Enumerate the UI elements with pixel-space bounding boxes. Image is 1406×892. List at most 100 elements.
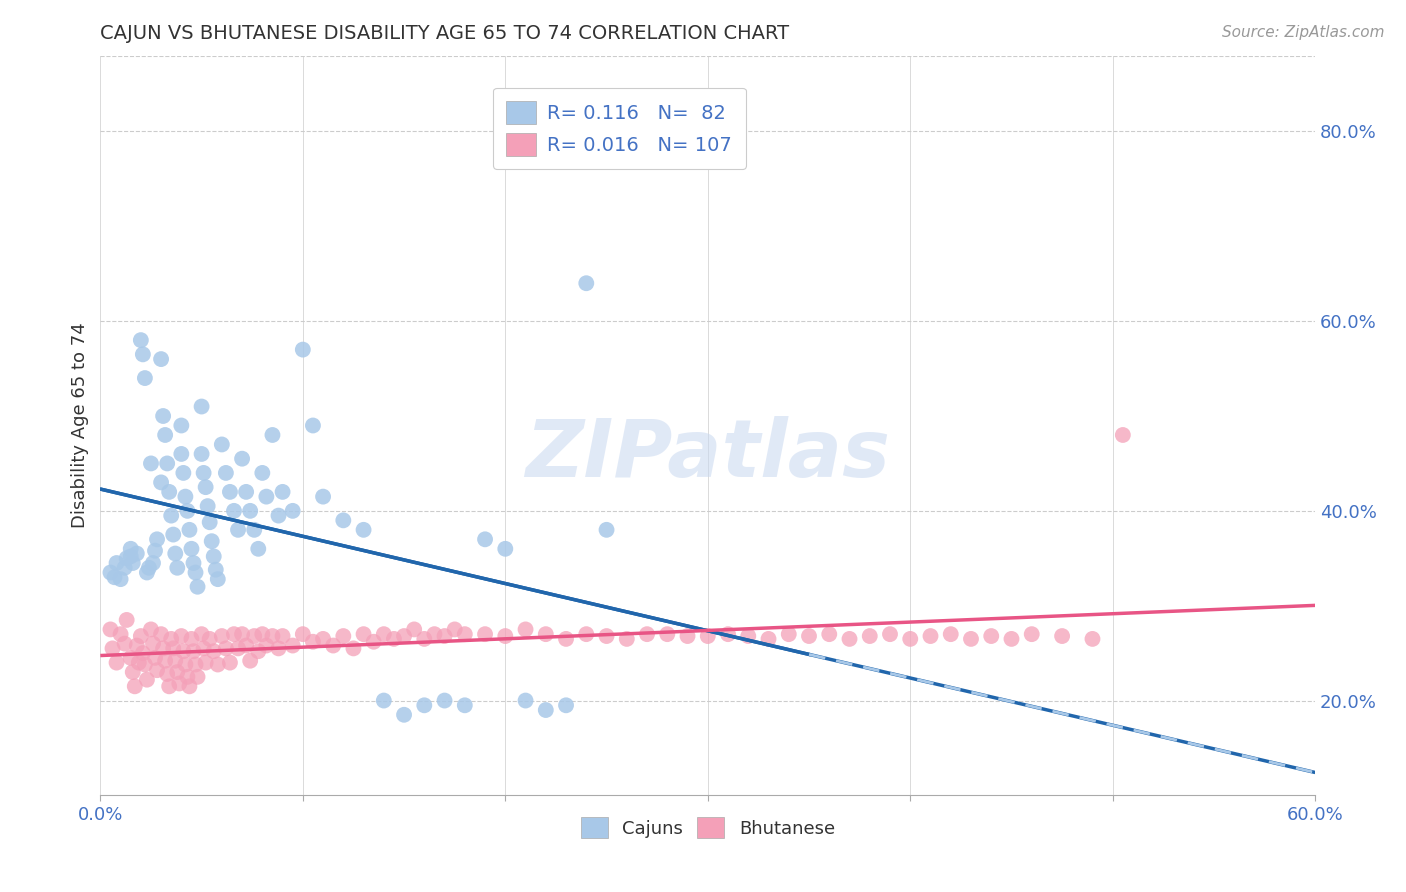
Point xyxy=(302,634,325,648)
Point xyxy=(150,627,173,641)
Point xyxy=(717,627,740,641)
Point xyxy=(960,632,983,646)
Point xyxy=(172,466,194,480)
Point xyxy=(302,418,325,433)
Point xyxy=(121,556,143,570)
Point xyxy=(201,534,224,549)
Point xyxy=(838,632,860,646)
Point xyxy=(143,543,166,558)
Point xyxy=(239,654,262,668)
Point xyxy=(262,428,284,442)
Point xyxy=(676,629,699,643)
Point xyxy=(247,541,270,556)
Point xyxy=(404,623,426,637)
Point xyxy=(150,475,173,490)
Point xyxy=(194,656,217,670)
Point xyxy=(636,627,658,641)
Point xyxy=(211,437,233,451)
Point xyxy=(353,523,375,537)
Point xyxy=(281,504,304,518)
Point xyxy=(332,629,354,643)
Point xyxy=(160,632,183,646)
Point xyxy=(494,541,516,556)
Point xyxy=(110,627,132,641)
Point xyxy=(143,651,166,665)
Point xyxy=(433,693,456,707)
Point xyxy=(555,698,578,713)
Y-axis label: Disability Age 65 to 74: Disability Age 65 to 74 xyxy=(72,323,89,528)
Point xyxy=(190,400,212,414)
Point xyxy=(174,490,197,504)
Point xyxy=(291,627,314,641)
Point xyxy=(165,547,187,561)
Point xyxy=(219,484,242,499)
Point xyxy=(235,484,257,499)
Point xyxy=(162,527,184,541)
Point xyxy=(235,639,257,653)
Point xyxy=(198,632,221,646)
Point xyxy=(239,504,262,518)
Point xyxy=(494,629,516,643)
Point xyxy=(534,627,557,641)
Point xyxy=(226,523,249,537)
Point xyxy=(186,670,208,684)
Point xyxy=(818,627,841,641)
Point xyxy=(114,637,136,651)
Point xyxy=(423,627,446,641)
Point xyxy=(211,629,233,643)
Point xyxy=(120,549,142,564)
Point xyxy=(939,627,962,641)
Point xyxy=(138,561,160,575)
Point xyxy=(115,551,138,566)
Point xyxy=(222,504,245,518)
Point xyxy=(534,703,557,717)
Point xyxy=(252,627,274,641)
Point xyxy=(474,533,496,547)
Point xyxy=(879,627,901,641)
Point xyxy=(153,654,176,668)
Point xyxy=(142,637,165,651)
Point xyxy=(125,639,148,653)
Point xyxy=(254,639,277,653)
Point xyxy=(247,644,270,658)
Point xyxy=(170,447,193,461)
Point xyxy=(139,623,162,637)
Point xyxy=(920,629,942,643)
Point xyxy=(100,566,122,580)
Point xyxy=(898,632,921,646)
Point xyxy=(105,656,128,670)
Point xyxy=(101,641,124,656)
Point xyxy=(252,466,274,480)
Point xyxy=(454,627,477,641)
Point xyxy=(174,657,197,672)
Point xyxy=(180,632,202,646)
Point xyxy=(291,343,314,357)
Point xyxy=(166,665,188,679)
Point xyxy=(281,639,304,653)
Point xyxy=(120,541,142,556)
Point xyxy=(170,629,193,643)
Point xyxy=(231,627,253,641)
Point xyxy=(859,629,882,643)
Point xyxy=(202,549,225,564)
Point xyxy=(758,632,780,646)
Point xyxy=(176,504,198,518)
Point xyxy=(392,629,415,643)
Point xyxy=(312,490,335,504)
Point xyxy=(267,508,290,523)
Point xyxy=(322,639,344,653)
Point xyxy=(1021,627,1043,641)
Point xyxy=(231,451,253,466)
Point xyxy=(194,480,217,494)
Point xyxy=(132,646,155,660)
Point xyxy=(129,629,152,643)
Point xyxy=(146,533,169,547)
Point xyxy=(363,634,385,648)
Point xyxy=(129,333,152,347)
Point xyxy=(193,641,215,656)
Point xyxy=(165,654,187,668)
Point xyxy=(150,352,173,367)
Point xyxy=(105,556,128,570)
Point xyxy=(373,627,395,641)
Point xyxy=(184,566,207,580)
